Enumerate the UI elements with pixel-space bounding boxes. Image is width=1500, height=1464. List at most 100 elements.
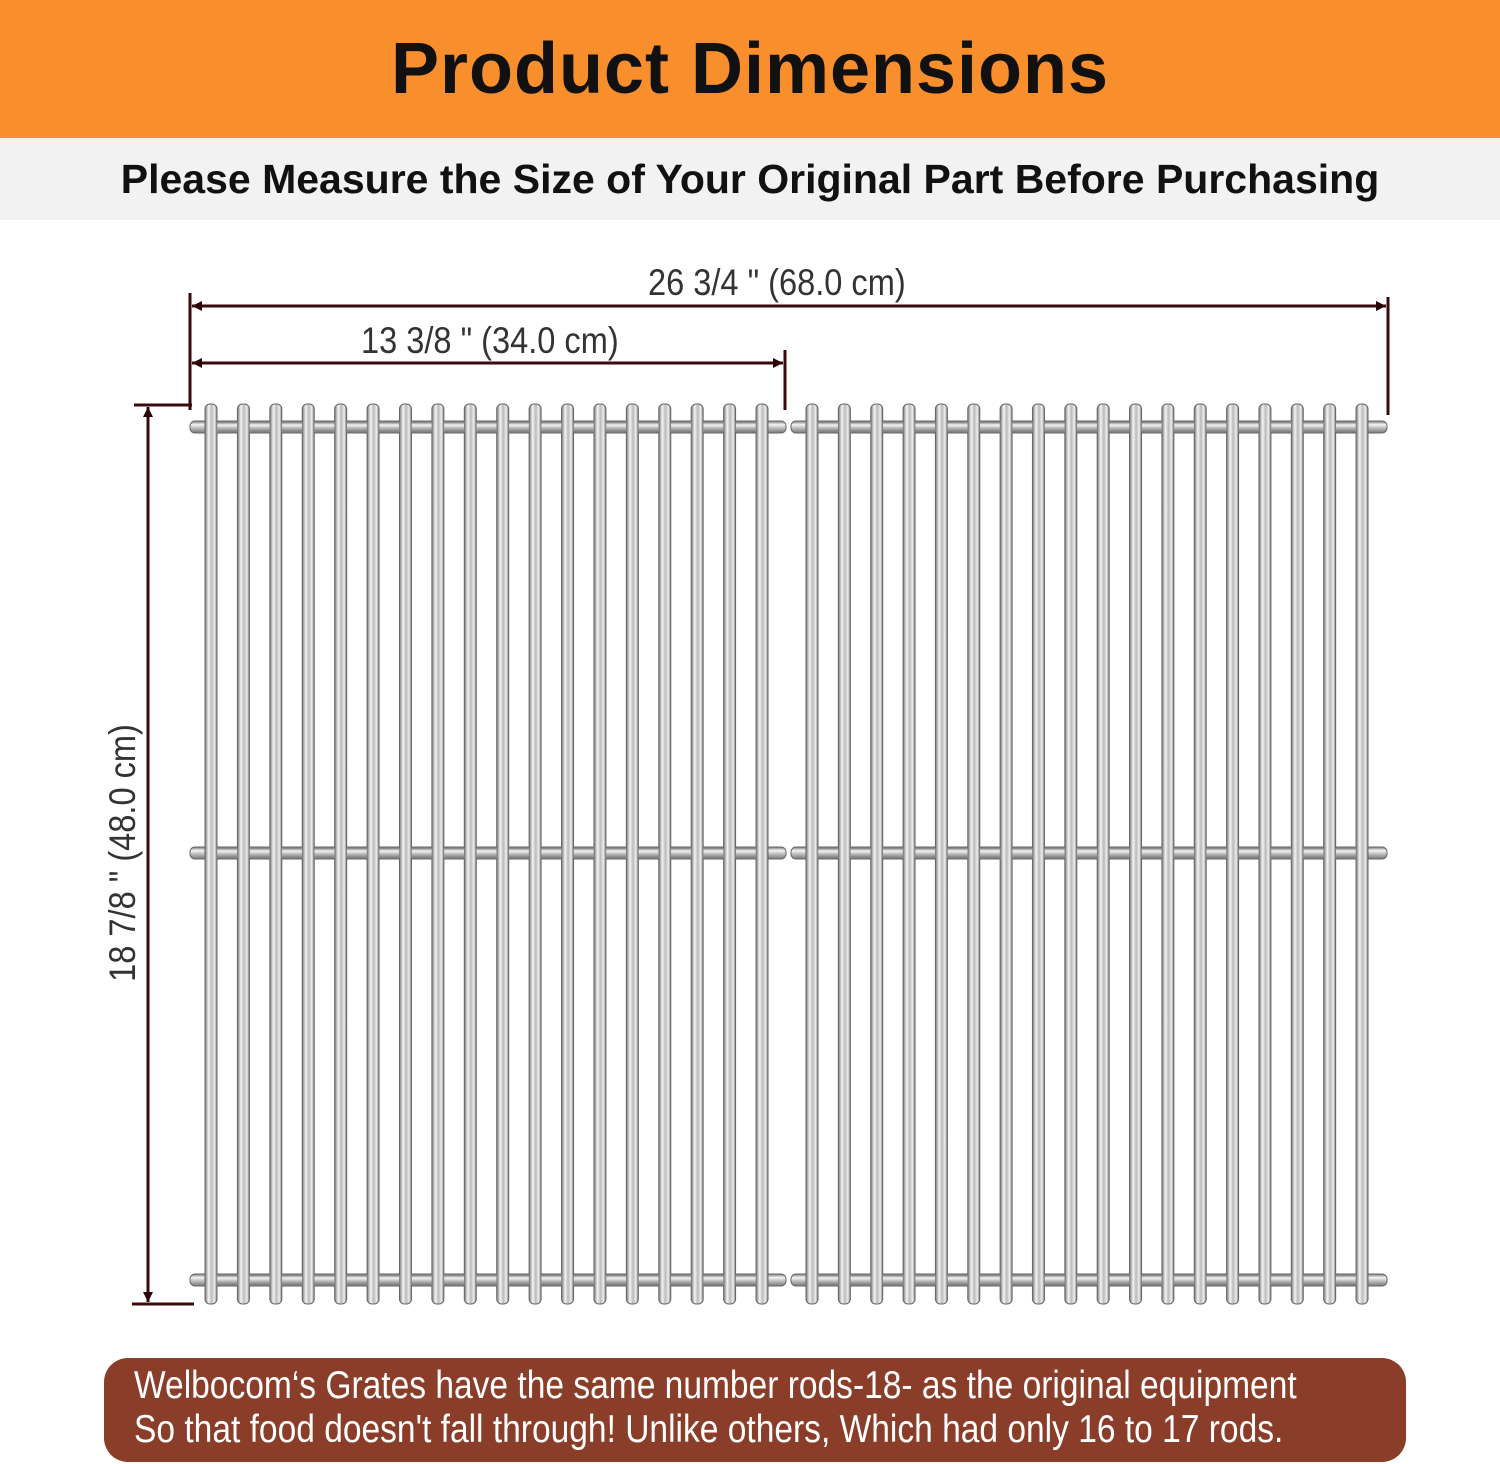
cross-bar-segment — [702, 1274, 724, 1286]
cross-bar-segment — [1270, 847, 1292, 859]
cross-bar-segment — [411, 421, 433, 433]
single-width-label: 13 3/8 " (34.0 cm) — [361, 320, 619, 361]
cross-bar-segment — [378, 421, 400, 433]
grate-rod — [593, 403, 607, 1305]
cross-bar-segment — [475, 1274, 498, 1286]
cross-bar-segment — [735, 847, 757, 859]
cross-bar-segment — [443, 1274, 465, 1286]
cross-bar-segment — [1141, 421, 1163, 433]
cross-bar-segment — [947, 847, 969, 859]
cross-bar-segment — [475, 847, 498, 859]
grate-rod — [999, 403, 1013, 1305]
cross-bar-segment — [1270, 1274, 1292, 1286]
cross-bar-segment — [850, 1274, 872, 1286]
cross-bar-segment — [817, 847, 839, 859]
cross-bar-segment — [281, 1274, 303, 1286]
banner-line-2: So that food doesn't fall through! Unlik… — [134, 1408, 1284, 1451]
cross-bar-segment — [1238, 847, 1260, 859]
grate-rod — [902, 403, 916, 1305]
cross-bar-segment — [281, 421, 303, 433]
grate-rod — [528, 403, 542, 1305]
cross-bar-segment — [249, 421, 271, 433]
grate-rod — [204, 403, 218, 1305]
cross-bar-segment — [735, 1274, 757, 1286]
cross-bar-segment — [475, 421, 498, 433]
grates-layer — [189, 403, 1388, 1305]
cross-bar-segment — [850, 847, 872, 859]
grate-rod — [398, 403, 412, 1305]
cross-bar-segment — [1302, 1274, 1324, 1286]
total-width-label: 26 3/4 " (68.0 cm) — [648, 262, 906, 303]
cross-bar-segment — [1335, 1274, 1357, 1286]
cross-bar-segment — [346, 847, 368, 859]
grate-rod — [1161, 403, 1175, 1305]
cross-bar-segment — [1011, 421, 1033, 433]
grate-rod — [690, 403, 704, 1305]
cross-bar-segment — [573, 1274, 595, 1286]
cross-bar-segment — [1044, 421, 1066, 433]
cross-bar-segment — [346, 421, 368, 433]
cross-bar-segment — [979, 421, 1001, 433]
cross-bar-segment — [1108, 421, 1130, 433]
cross-bar-segment — [882, 1274, 904, 1286]
cross-bar-segment — [573, 847, 595, 859]
cross-bar-segment — [1302, 847, 1324, 859]
header-bar: Product Dimensions — [0, 0, 1500, 138]
grate-rod — [1129, 403, 1143, 1305]
cross-bar-segment — [1335, 847, 1357, 859]
grate-rod — [1258, 403, 1272, 1305]
grate-rod — [723, 403, 737, 1305]
cross-bar-segment — [1011, 1274, 1033, 1286]
grate-rod — [934, 403, 948, 1305]
cross-bar-segment — [443, 421, 465, 433]
cross-bar-segment — [508, 1274, 530, 1286]
cross-bar-segment — [1173, 421, 1195, 433]
cross-bar-segment — [1302, 421, 1324, 433]
cross-bar-segment — [378, 847, 400, 859]
cross-bar-segment — [378, 1274, 400, 1286]
cross-bar-segment — [216, 847, 238, 859]
cross-bar-segment — [1108, 1274, 1130, 1286]
cross-bar-segment — [914, 421, 936, 433]
cross-bar-segment — [346, 1274, 368, 1286]
cross-bar-segment — [313, 421, 335, 433]
cross-bar-segment — [573, 421, 595, 433]
grate-rod — [334, 403, 348, 1305]
cross-bar-segment — [249, 1274, 271, 1286]
cross-bar-segment — [1335, 421, 1357, 433]
cross-bar-segment — [1108, 847, 1130, 859]
cross-bar-segment — [1205, 1274, 1227, 1286]
cross-bar-segment — [914, 847, 936, 859]
cross-bar-segment — [540, 421, 562, 433]
cross-bar-segment — [817, 421, 839, 433]
subheader-bar: Please Measure the Size of Your Original… — [0, 138, 1500, 220]
cross-bar-segment — [670, 847, 692, 859]
grate-rod — [1355, 403, 1369, 1305]
grate-rod — [236, 403, 250, 1305]
grate-rod — [805, 403, 819, 1305]
cross-bar-segment — [947, 421, 969, 433]
grate-rod — [1064, 403, 1078, 1305]
cross-bar-segment — [281, 847, 303, 859]
depth-label: 18 7/8 " (48.0 cm) — [102, 724, 143, 982]
grate-rod — [269, 403, 283, 1305]
cross-bar-segment — [947, 1274, 969, 1286]
cross-bar-segment — [702, 847, 724, 859]
grate-rod — [967, 403, 981, 1305]
grate-rod — [1096, 403, 1110, 1305]
grate-rod — [1226, 403, 1240, 1305]
cross-bar-segment — [1141, 1274, 1163, 1286]
banner-line-1: Welbocom‘s Grates have the same number r… — [134, 1364, 1297, 1407]
cross-bar-segment — [1141, 847, 1163, 859]
cross-bar-segment — [508, 847, 530, 859]
grate-rod — [625, 403, 639, 1305]
cross-bar-segment — [1205, 421, 1227, 433]
cross-bar-segment — [443, 847, 465, 859]
cross-bar-segment — [1238, 1274, 1260, 1286]
cross-bar-segment — [216, 421, 238, 433]
cross-bar-segment — [638, 421, 660, 433]
cross-bar-segment — [249, 847, 271, 859]
cross-bar-segment — [605, 1274, 627, 1286]
cross-bar-segment — [1270, 421, 1292, 433]
cross-bar-segment — [1173, 847, 1195, 859]
